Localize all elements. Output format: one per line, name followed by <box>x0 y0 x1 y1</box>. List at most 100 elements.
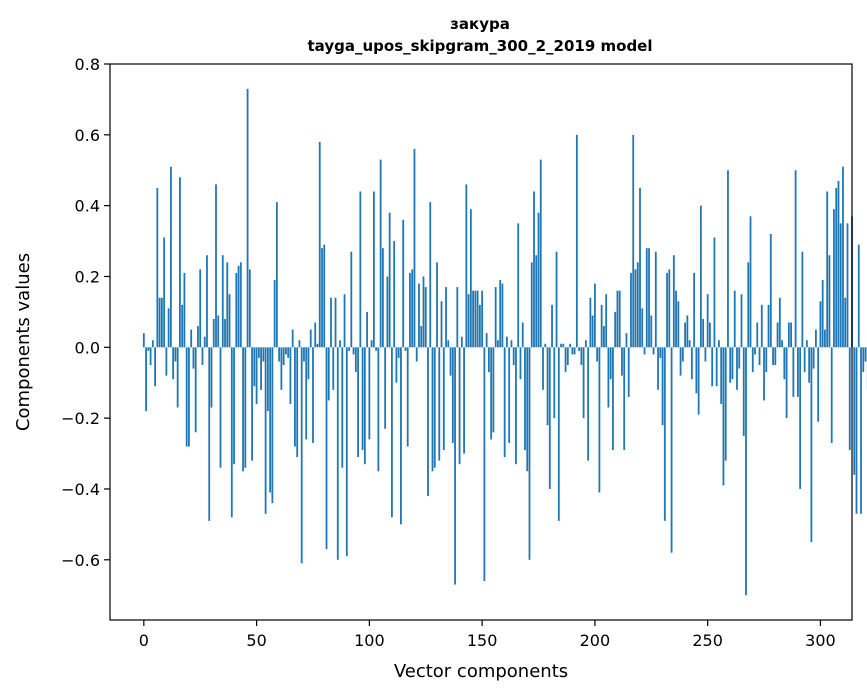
bar <box>465 184 468 348</box>
bar <box>266 347 269 412</box>
bar <box>769 233 772 348</box>
bar <box>400 347 402 525</box>
bar <box>442 347 445 451</box>
bar <box>215 184 217 348</box>
bar <box>151 340 154 348</box>
bar <box>695 347 698 394</box>
bar <box>738 347 741 369</box>
bar <box>711 347 714 387</box>
bar <box>219 347 222 468</box>
bar <box>176 347 179 408</box>
bar <box>427 347 429 497</box>
bar <box>593 283 596 348</box>
bar <box>145 347 147 412</box>
bar <box>566 347 569 366</box>
bar <box>652 347 655 355</box>
bar <box>828 255 831 348</box>
x-axis-ticks: 0 50 100 150 200 250 300 <box>139 620 836 650</box>
bar <box>445 287 447 348</box>
bar <box>796 347 799 397</box>
bar <box>591 315 594 348</box>
bar <box>449 347 452 376</box>
bar <box>508 347 511 443</box>
bar <box>616 290 619 348</box>
bar <box>492 347 495 433</box>
bar <box>670 347 673 553</box>
bar <box>305 347 308 440</box>
y-tick-label: 0.8 <box>75 55 100 74</box>
bar <box>623 347 626 451</box>
bar <box>715 347 718 387</box>
bar <box>812 347 815 369</box>
bar <box>826 191 829 348</box>
bar <box>406 347 409 447</box>
bar <box>817 347 820 422</box>
chart-title: закура <box>450 15 510 33</box>
bar <box>751 347 754 373</box>
bar <box>345 347 348 557</box>
bar <box>580 347 583 366</box>
bar <box>530 262 533 348</box>
bar <box>478 304 481 348</box>
bar <box>487 347 490 373</box>
bar <box>372 191 375 348</box>
bar <box>679 347 682 376</box>
bar <box>781 340 783 348</box>
bar <box>393 241 396 348</box>
bar <box>172 347 175 380</box>
bar <box>438 347 441 461</box>
bar <box>490 347 493 440</box>
bar <box>212 318 215 348</box>
bar <box>526 347 529 472</box>
bar <box>756 322 759 348</box>
bar <box>605 294 608 348</box>
bar <box>765 347 768 373</box>
bar <box>573 347 576 355</box>
bar <box>643 347 646 355</box>
x-tick-label: 300 <box>805 631 836 650</box>
bar <box>149 347 152 366</box>
bar <box>501 283 504 348</box>
bar <box>830 347 833 443</box>
bar <box>377 347 380 472</box>
bar <box>745 347 747 596</box>
bar <box>379 159 382 348</box>
bar <box>167 308 170 348</box>
bar <box>278 347 281 362</box>
x-tick-label: 50 <box>246 631 266 650</box>
bar <box>792 347 795 397</box>
bar <box>630 272 632 348</box>
x-tick-label: 100 <box>354 631 385 650</box>
bar <box>451 347 454 443</box>
bar <box>713 237 716 348</box>
bar <box>411 269 414 348</box>
bar <box>587 347 590 461</box>
bar <box>688 340 691 348</box>
bar <box>578 347 580 351</box>
bar <box>598 347 601 493</box>
bar <box>316 343 319 348</box>
bar <box>375 347 378 351</box>
bar <box>303 347 305 362</box>
bar <box>199 269 202 348</box>
bar <box>235 272 238 348</box>
bar <box>690 347 693 380</box>
chart-subtitle: tayga_upos_skipgram_300_2_2019 model <box>308 37 653 55</box>
bar <box>699 205 702 348</box>
bar <box>537 212 540 348</box>
y-axis-ticks: −0.6 −0.4 −0.2 0.0 0.2 0.4 0.6 0.8 <box>61 55 110 570</box>
bar <box>603 326 605 348</box>
bar <box>555 251 558 348</box>
bar <box>740 294 743 348</box>
bar <box>731 347 734 380</box>
bar <box>422 276 425 348</box>
bar <box>774 347 777 366</box>
bar <box>395 347 398 383</box>
bar <box>639 187 641 348</box>
bar <box>736 347 738 390</box>
bar <box>864 347 867 362</box>
y-tick-label: 0.0 <box>75 338 100 357</box>
bar <box>474 290 477 348</box>
bar <box>857 244 860 348</box>
bar <box>706 294 709 348</box>
